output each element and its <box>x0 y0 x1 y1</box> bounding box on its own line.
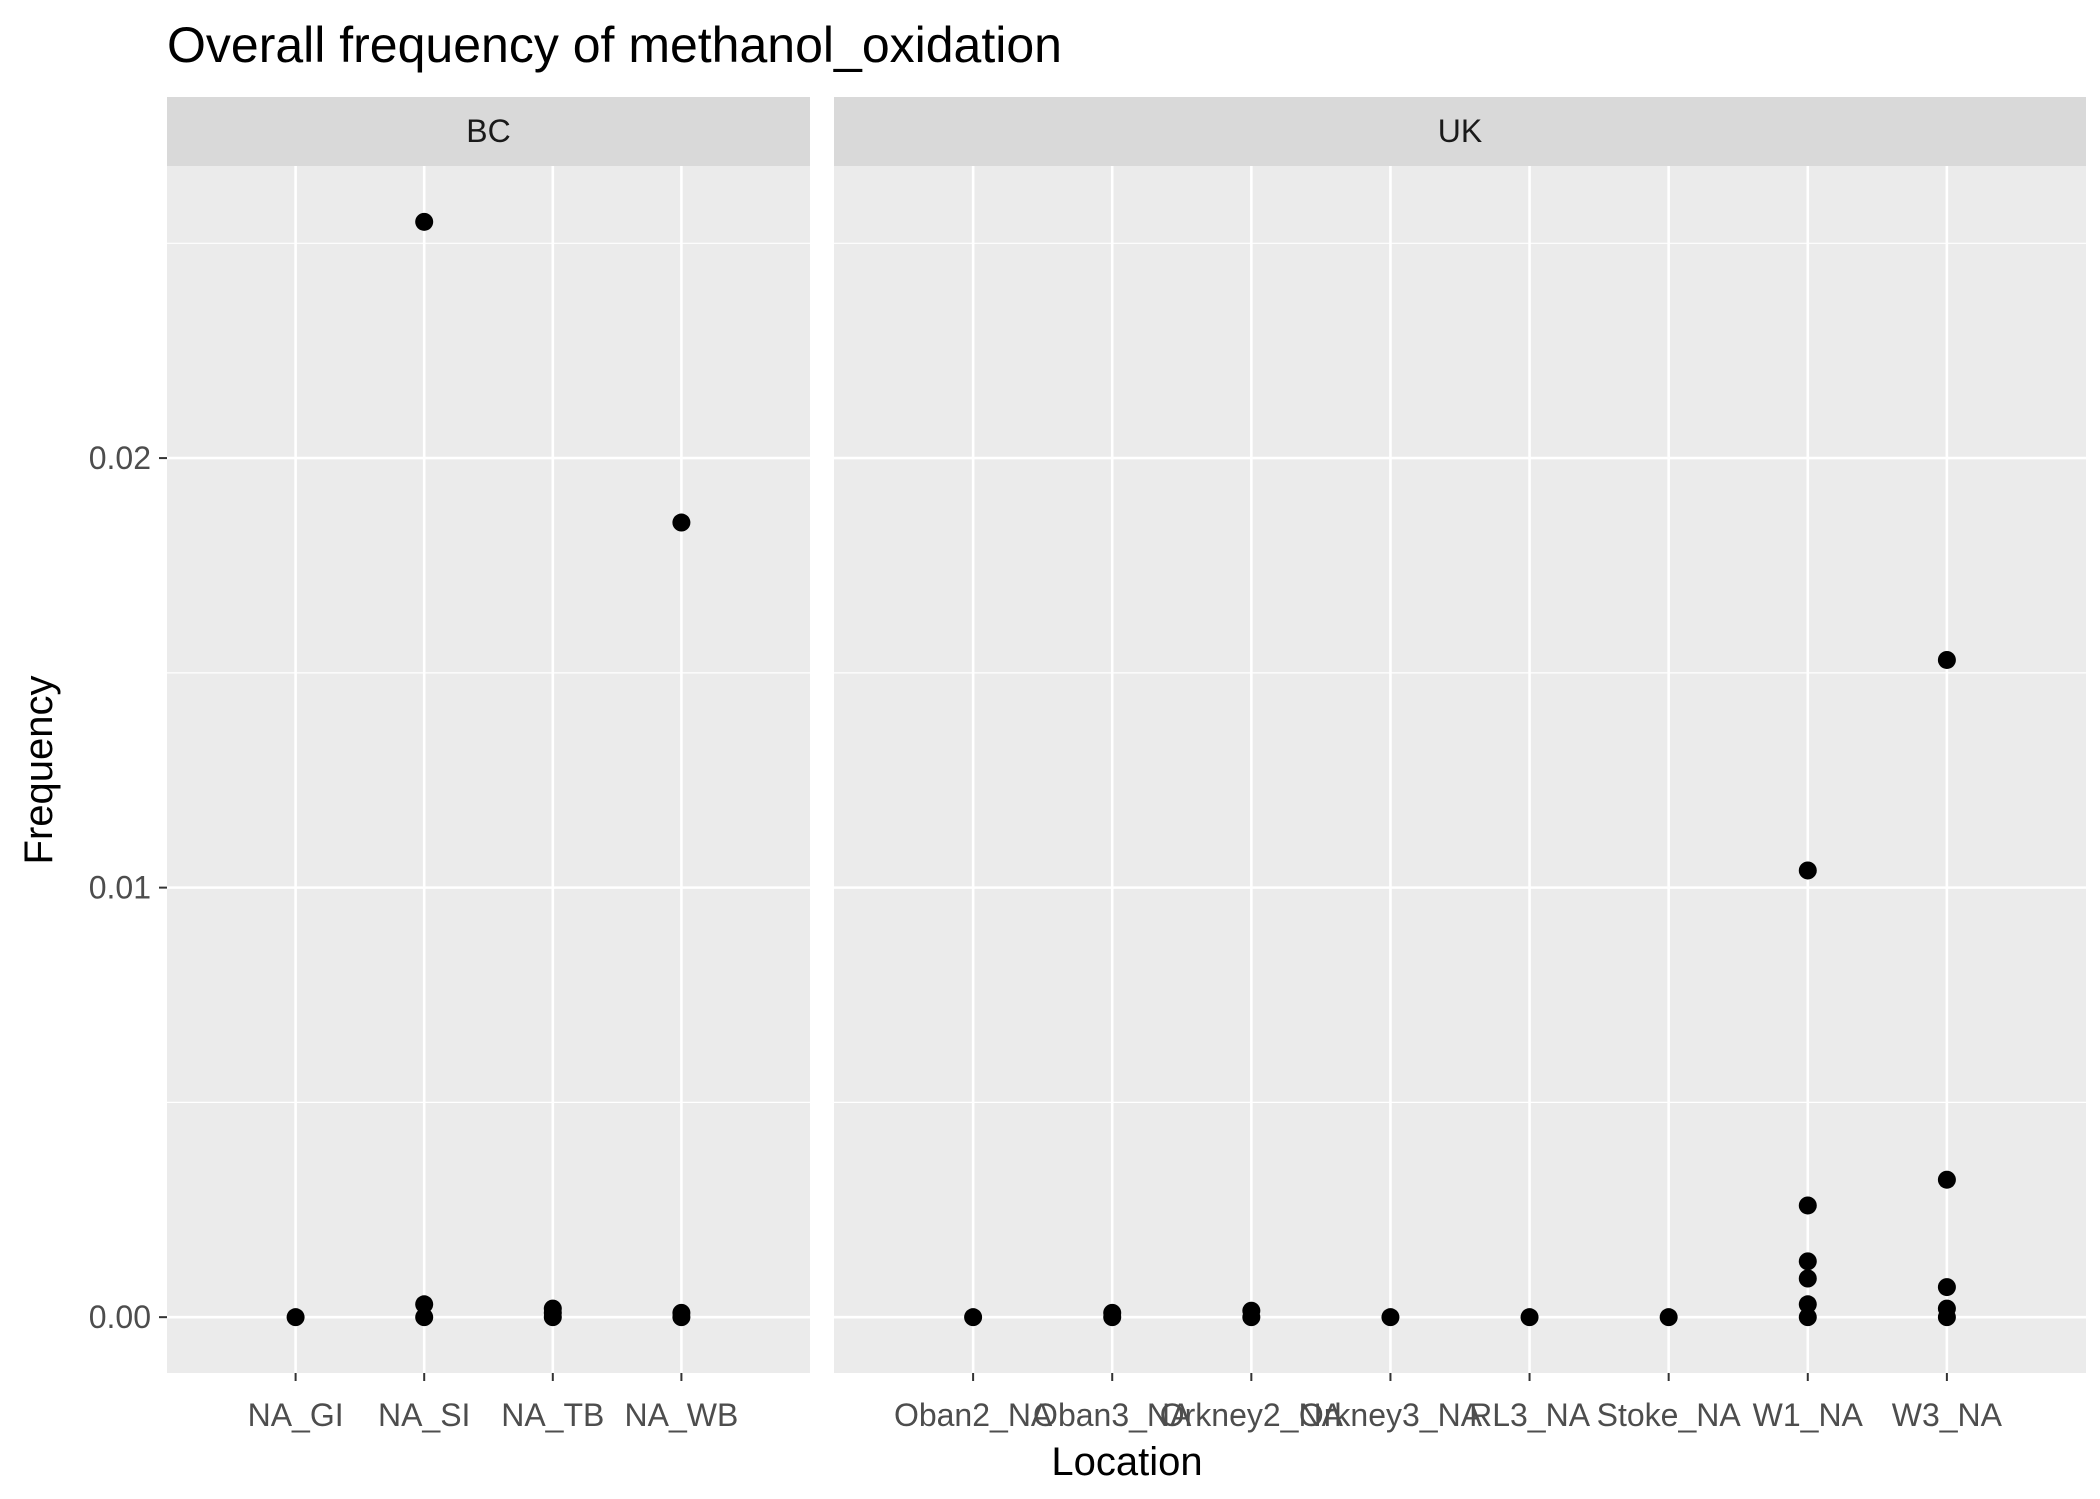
x-tick-label-oban2-na: Oban2_NA <box>894 1397 1053 1433</box>
x-tick-label-stoke-na: Stoke_NA <box>1597 1397 1742 1433</box>
data-point-w1-na <box>1798 1196 1817 1215</box>
data-point-na-si <box>415 212 434 231</box>
data-point-w3-na <box>1937 650 1956 669</box>
data-point-w3-na <box>1937 1170 1956 1189</box>
data-point-w1-na <box>1798 861 1817 880</box>
chart-title: Overall frequency of methanol_oxidation <box>167 17 1062 73</box>
x-tick-label-w1-na: W1_NA <box>1753 1397 1864 1433</box>
x-tick-label-w3-na: W3_NA <box>1892 1397 2003 1433</box>
data-point-w1-na <box>1798 1295 1817 1314</box>
data-point-w1-na <box>1798 1252 1817 1271</box>
x-tick-label-na-si: NA_SI <box>378 1397 470 1433</box>
plot-area: BC NA_GI NA_SI NA_TB NA_WB UK Oban2_NAOban3_NA… <box>89 97 2086 1433</box>
panel-uk <box>834 166 2086 1373</box>
strip-uk <box>834 97 2086 166</box>
data-point-w3-na <box>1937 1308 1956 1327</box>
y-axis-title: Frequency <box>17 676 61 865</box>
panel-bc <box>167 166 810 1373</box>
data-point-rl3-na <box>1520 1308 1539 1327</box>
x-tick-label-na-wb: NA_WB <box>625 1397 739 1433</box>
x-axis-title: Location <box>1051 1440 1202 1484</box>
data-point-orkney2-na <box>1242 1308 1261 1327</box>
data-point-na-wb <box>672 513 691 532</box>
data-point-na-si <box>415 1308 434 1327</box>
y-tick-label: 0.00 <box>89 1299 151 1335</box>
strip-bc <box>167 97 810 166</box>
data-point-w3-na <box>1937 1278 1956 1297</box>
x-tick-label-rl3-na: RL3_NA <box>1469 1397 1591 1433</box>
y-tick-label: 0.02 <box>89 440 151 476</box>
data-point-na-si <box>415 1295 434 1314</box>
data-point-na-gi <box>286 1308 305 1327</box>
strip-label-uk: UK <box>1438 113 1482 149</box>
x-tick-label-na-tb: NA_TB <box>501 1397 604 1433</box>
data-point-stoke-na <box>1659 1308 1678 1327</box>
x-tick-label-orkney2-na: Orkney2_NA <box>1160 1397 1344 1433</box>
x-tick-label-oban3-na: Oban3_NA <box>1033 1397 1192 1433</box>
data-point-oban3-na <box>1103 1308 1122 1327</box>
data-point-w1-na <box>1798 1308 1817 1327</box>
strip-label-bc: BC <box>466 113 510 149</box>
data-point-na-tb <box>543 1308 562 1327</box>
data-point-oban2-na <box>964 1308 983 1327</box>
data-point-na-wb <box>672 1308 691 1327</box>
data-point-w1-na <box>1798 1269 1817 1288</box>
data-point-orkney3-na <box>1381 1308 1400 1327</box>
x-tick-label-orkney3-na: Orkney3_NA <box>1299 1397 1483 1433</box>
y-tick-label: 0.01 <box>89 870 151 906</box>
x-tick-label-na-gi: NA_GI <box>248 1397 344 1433</box>
